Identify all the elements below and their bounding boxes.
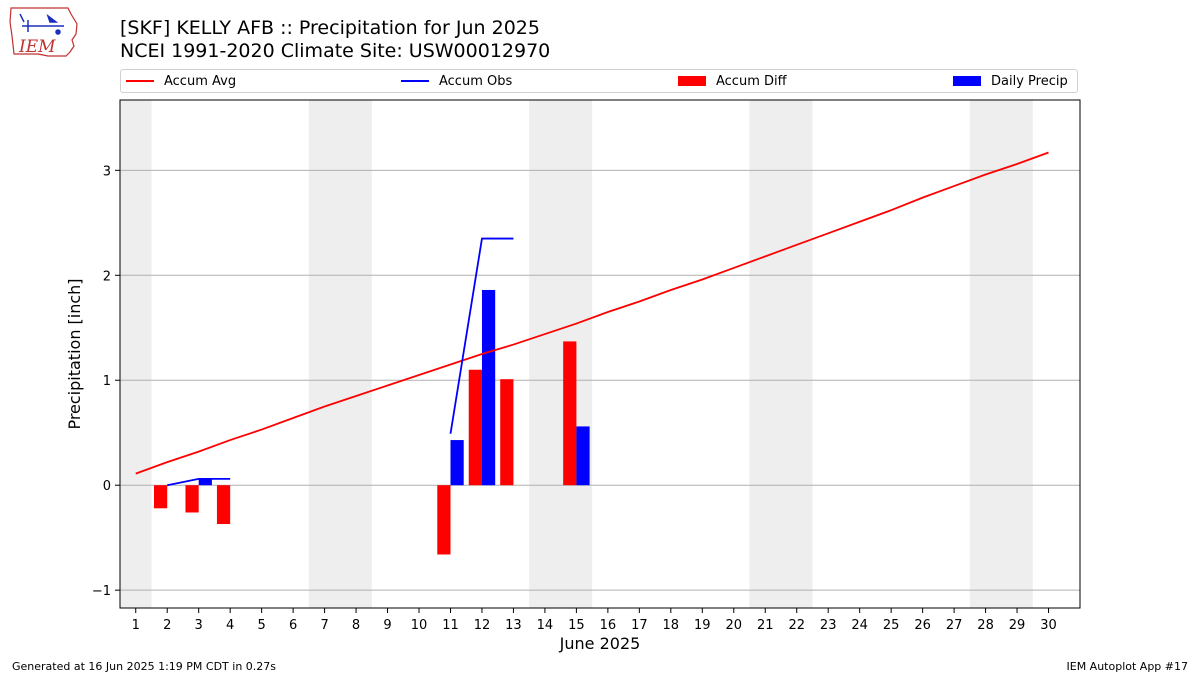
x-tick-label-29: 29 [1009,618,1026,633]
x-tick-label-5: 5 [257,618,265,633]
daily-precip-bar-day-3 [198,478,212,486]
x-tick-label-11: 11 [442,618,459,633]
x-tick-label-18: 18 [663,618,680,633]
x-tick-label-21: 21 [757,618,774,633]
x-tick-label-13: 13 [505,618,522,633]
accum-obs-line [167,237,514,487]
app-credit: IEM Autoplot App #17 [1066,660,1189,673]
y-tick-label-3: 3 [103,164,111,179]
x-tick-label-25: 25 [883,618,900,633]
x-tick-label-17: 17 [631,618,648,633]
x-tick-label-15: 15 [568,618,585,633]
accum-diff-bar-day-4 [216,485,231,525]
chart-subtitle: NCEI 1991-2020 Climate Site: USW00012970 [120,40,551,62]
x-tick-label-12: 12 [474,618,491,633]
x-tick-label-28: 28 [977,618,994,633]
chart-title: [SKF] KELLY AFB :: Precipitation for Jun… [120,17,540,39]
iowa-outline-icon [9,7,78,57]
legend-label-accum-avg: Accum Avg [164,73,237,89]
y-tick-label-1: 1 [103,374,111,389]
x-tick-label-1: 1 [132,618,140,633]
x-tick-label-24: 24 [851,618,868,633]
x-tick-label-10: 10 [411,618,428,633]
x-tick-label-4: 4 [226,618,234,633]
legend-label-accum-diff: Accum Diff [716,73,787,89]
weekend-shade-4 [969,100,1033,608]
daily-precip-bar-day-15 [576,426,590,486]
legend-label-daily-precip: Daily Precip [991,73,1068,89]
chart-legend: Accum Avg Accum Obs Accum Diff Daily Pre… [120,69,1078,93]
x-tick-label-19: 19 [694,618,711,633]
x-tick-label-27: 27 [946,618,963,633]
y-tick-label-2: 2 [103,269,111,284]
accum-diff-bar-day-2 [153,485,168,509]
x-tick-label-20: 20 [725,618,742,633]
plot-frame [119,99,1081,609]
legend-swatch-daily-precip [953,76,981,86]
accum-diff-bar-day-11 [437,485,451,555]
x-tick-label-26: 26 [914,618,931,633]
x-tick-label-6: 6 [289,618,297,633]
x-tick-label-9: 9 [383,618,391,633]
x-tick-label-23: 23 [820,618,837,633]
x-axis-label: June 2025 [559,634,641,653]
iem-logo: IEM [9,7,78,57]
legend-swatch-accum-obs [401,80,429,82]
accum-avg-line [135,151,1049,475]
x-tick-label-3: 3 [195,618,203,633]
x-tick-label-16: 16 [600,618,617,633]
weekend-shade-0 [120,100,152,608]
accum-diff-bar-day-13 [500,379,514,486]
legend-item-accum-diff: Accum Diff [678,70,787,92]
daily-precip-bar-day-11 [450,440,464,486]
legend-item-accum-avg: Accum Avg [126,70,236,92]
weather-station-icon [19,13,64,35]
legend-swatch-accum-diff [678,76,706,86]
y-tick-label--1: −1 [92,584,111,599]
x-tick-label-14: 14 [537,618,554,633]
x-tick-label-2: 2 [163,618,171,633]
accum-diff-bar-day-12 [468,369,482,486]
accum-diff-bar-day-15 [563,341,577,486]
accum-diff-bar-day-3 [185,485,199,513]
x-tick-label-8: 8 [352,618,360,633]
generated-timestamp: Generated at 16 Jun 2025 1:19 PM CDT in … [12,660,277,673]
legend-swatch-accum-avg [126,80,154,82]
daily-precip-bar-day-12 [481,289,496,486]
x-tick-label-7: 7 [320,618,328,633]
logo-text: IEM [18,37,56,57]
y-axis-label: Precipitation [inch] [65,278,84,429]
x-tick-label-30: 30 [1040,618,1057,633]
y-tick-label-0: 0 [103,479,111,494]
weekend-shade-2 [529,100,593,608]
x-tick-label-22: 22 [788,618,805,633]
weekend-shade-1 [308,100,372,608]
legend-item-daily-precip: Daily Precip [953,70,1068,92]
legend-label-accum-obs: Accum Obs [439,73,513,89]
plot-area [135,151,1049,555]
legend-item-accum-obs: Accum Obs [401,70,512,92]
weekend-shade-3 [749,100,813,608]
